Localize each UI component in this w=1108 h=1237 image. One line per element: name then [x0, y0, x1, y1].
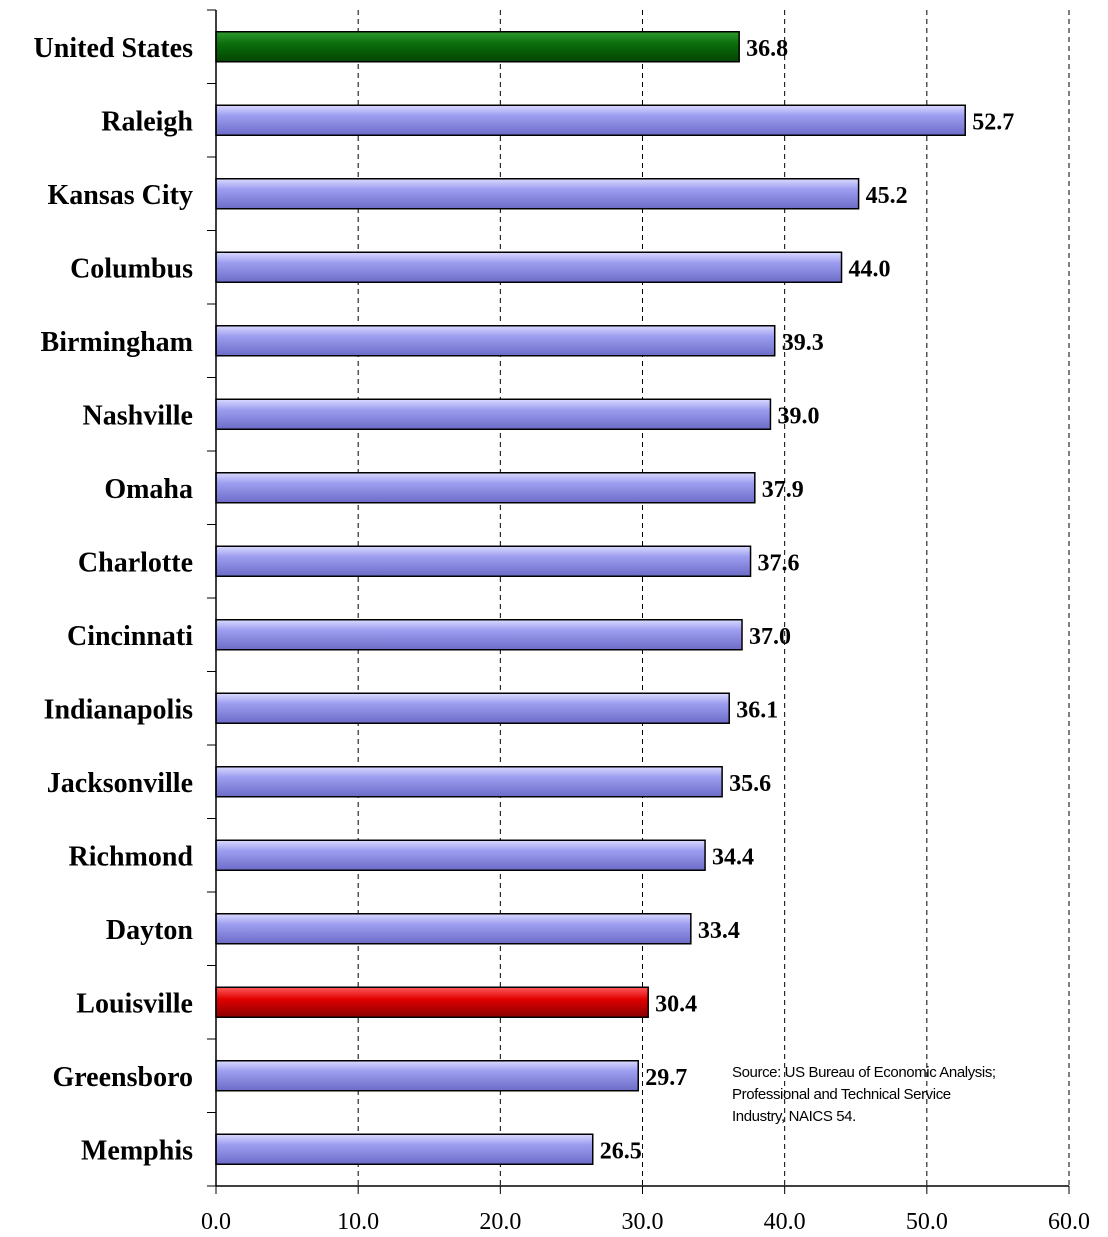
- bar: [215, 104, 966, 136]
- bar: [215, 986, 649, 1018]
- x-tick-label: 30.0: [622, 1209, 664, 1235]
- data-label: 39.3: [782, 330, 824, 356]
- x-tick-label: 40.0: [764, 1209, 806, 1235]
- category-label: Dayton: [106, 915, 194, 946]
- data-label: 33.4: [698, 918, 740, 944]
- category-label: Charlotte: [78, 547, 193, 578]
- source-note-line-1: Source: US Bureau of Economic Analysis;: [732, 1064, 996, 1081]
- bar: [215, 251, 843, 283]
- data-label: 36.1: [736, 697, 778, 723]
- data-label: 35.6: [729, 771, 771, 797]
- data-label: 44.0: [849, 256, 891, 282]
- source-note-line-3: Industry, NAICS 54.: [732, 1108, 856, 1125]
- bar: [215, 31, 740, 63]
- category-label: Cincinnati: [67, 621, 193, 652]
- category-label: Jacksonville: [47, 768, 193, 799]
- data-label: 30.4: [655, 991, 697, 1017]
- bar: [215, 839, 706, 871]
- source-note: Source: US Bureau of Economic Analysis; …: [732, 1062, 1072, 1128]
- labels: United States 36.8 Raleigh 52.7 Kansas City 4…: [34, 33, 1090, 1235]
- x-tick-label: 0.0: [201, 1209, 231, 1235]
- data-label: 29.7: [645, 1065, 687, 1091]
- category-label: Indianapolis: [44, 694, 194, 725]
- bar: [215, 178, 860, 210]
- data-label: 37.9: [762, 477, 804, 503]
- category-label: Omaha: [104, 474, 193, 505]
- bar: [215, 1133, 594, 1165]
- x-tick-label: 20.0: [479, 1209, 521, 1235]
- bar: [215, 398, 772, 430]
- bar: [215, 692, 730, 724]
- data-label: 34.4: [712, 844, 754, 870]
- category-label: Kansas City: [48, 180, 193, 211]
- data-label: 45.2: [866, 183, 908, 209]
- data-label: 39.0: [777, 403, 819, 429]
- category-label: Memphis: [81, 1135, 193, 1166]
- data-label: 52.7: [972, 109, 1014, 135]
- category-label: Raleigh: [101, 106, 193, 137]
- category-label: Nashville: [83, 400, 193, 431]
- x-tick-label: 10.0: [337, 1209, 379, 1235]
- bar: [215, 913, 692, 945]
- bar: [215, 325, 776, 357]
- data-label: 26.5: [600, 1138, 642, 1164]
- category-label: Birmingham: [41, 327, 193, 358]
- gridlines: [357, 10, 1070, 1186]
- data-label: 37.6: [758, 550, 800, 576]
- category-label: Louisville: [76, 988, 193, 1019]
- bar: [215, 1060, 639, 1092]
- bar: [215, 766, 723, 798]
- x-tick-label: 50.0: [906, 1209, 948, 1235]
- source-note-line-2: Professional and Technical Service: [732, 1086, 951, 1103]
- bar: [215, 472, 756, 504]
- data-label: 37.0: [749, 624, 791, 650]
- bar: [215, 545, 752, 577]
- axes: [207, 9, 1070, 1194]
- category-label: Columbus: [70, 253, 193, 284]
- x-tick-label: 60.0: [1048, 1209, 1090, 1235]
- category-label: United States: [34, 33, 194, 64]
- category-label: Greensboro: [52, 1062, 193, 1093]
- bars: [215, 31, 966, 1165]
- data-label: 36.8: [746, 36, 788, 62]
- bar: [215, 619, 743, 651]
- category-label: Richmond: [69, 841, 194, 872]
